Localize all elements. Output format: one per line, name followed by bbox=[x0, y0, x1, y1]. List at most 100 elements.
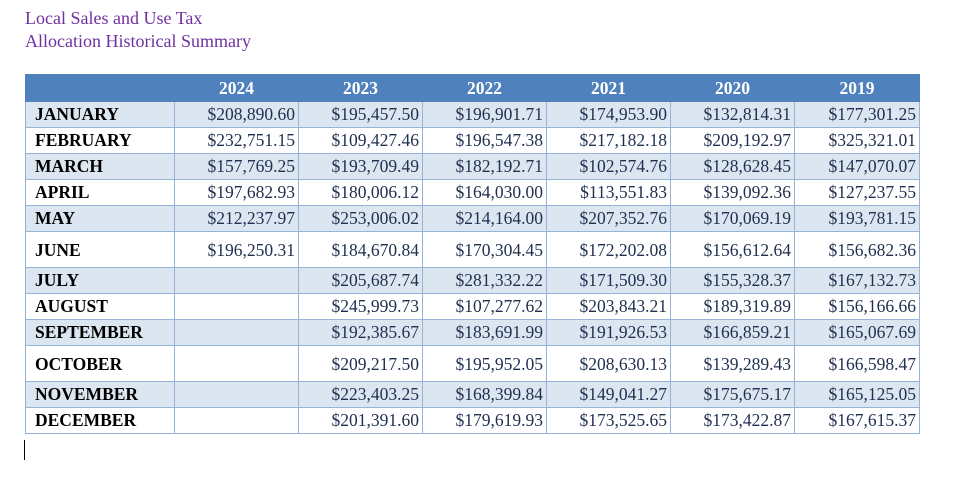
month-label: JULY bbox=[25, 267, 175, 294]
amount-cell: $170,304.45 bbox=[422, 231, 547, 268]
table-row: OCTOBER $209,217.50 $195,952.05 $208,630.13… bbox=[25, 345, 920, 382]
amount-cell: $174,953.90 bbox=[546, 101, 671, 128]
table-row: JULY $205,687.74 $281,332.22 $171,509.30 $15… bbox=[25, 267, 920, 294]
amount-cell bbox=[174, 267, 299, 294]
amount-cell: $193,781.15 bbox=[794, 205, 920, 232]
header-cell-year: 2019 bbox=[794, 74, 920, 102]
amount-cell: $170,069.19 bbox=[670, 205, 795, 232]
month-label: JANUARY bbox=[25, 101, 175, 128]
amount-cell: $197,682.93 bbox=[174, 179, 299, 206]
amount-cell: $102,574.76 bbox=[546, 153, 671, 180]
amount-cell: $128,628.45 bbox=[670, 153, 795, 180]
amount-cell: $127,237.55 bbox=[794, 179, 920, 206]
table-row: MAY $212,237.97 $253,006.02 $214,164.00 $207… bbox=[25, 205, 920, 232]
amount-cell: $212,237.97 bbox=[174, 205, 299, 232]
amount-cell: $209,217.50 bbox=[298, 345, 423, 382]
table-row: AUGUST $245,999.73 $107,277.62 $203,843.21 $… bbox=[25, 293, 920, 320]
header-row: 2024 2023 2022 2021 2020 2019 bbox=[25, 74, 920, 102]
amount-cell: $179,619.93 bbox=[422, 407, 547, 434]
tax-allocation-table: 2024 2023 2022 2021 2020 2019 JANUARY $20… bbox=[25, 74, 920, 434]
header-cell-year: 2024 bbox=[174, 74, 299, 102]
table-row: NOVEMBER $223,403.25 $168,399.84 $149,041.2… bbox=[25, 381, 920, 408]
amount-cell: $183,691.99 bbox=[422, 319, 547, 346]
amount-cell: $156,682.36 bbox=[794, 231, 920, 268]
amount-cell: $253,006.02 bbox=[298, 205, 423, 232]
amount-cell: $209,192.97 bbox=[670, 127, 795, 154]
amount-cell: $107,277.62 bbox=[422, 293, 547, 320]
amount-cell: $189,319.89 bbox=[670, 293, 795, 320]
amount-cell: $182,192.71 bbox=[422, 153, 547, 180]
amount-cell: $214,164.00 bbox=[422, 205, 547, 232]
amount-cell: $201,391.60 bbox=[298, 407, 423, 434]
amount-cell: $173,422.87 bbox=[670, 407, 795, 434]
amount-cell: $217,182.18 bbox=[546, 127, 671, 154]
amount-cell bbox=[174, 319, 299, 346]
amount-cell: $205,687.74 bbox=[298, 267, 423, 294]
amount-cell bbox=[174, 381, 299, 408]
amount-cell: $155,328.37 bbox=[670, 267, 795, 294]
amount-cell: $147,070.07 bbox=[794, 153, 920, 180]
header-cell-year: 2023 bbox=[298, 74, 423, 102]
amount-cell: $193,709.49 bbox=[298, 153, 423, 180]
amount-cell: $245,999.73 bbox=[298, 293, 423, 320]
amount-cell: $177,301.25 bbox=[794, 101, 920, 128]
amount-cell: $195,457.50 bbox=[298, 101, 423, 128]
amount-cell: $132,814.31 bbox=[670, 101, 795, 128]
amount-cell: $195,952.05 bbox=[422, 345, 547, 382]
amount-cell: $171,509.30 bbox=[546, 267, 671, 294]
amount-cell: $207,352.76 bbox=[546, 205, 671, 232]
header-cell-year: 2021 bbox=[546, 74, 671, 102]
title-line-2: Allocation Historical Summary bbox=[25, 31, 251, 51]
table-body: JANUARY $208,890.60 $195,457.50 $196,901.71… bbox=[25, 101, 920, 434]
amount-cell: $157,769.25 bbox=[174, 153, 299, 180]
amount-cell: $192,385.67 bbox=[298, 319, 423, 346]
month-label: AUGUST bbox=[25, 293, 175, 320]
amount-cell: $164,030.00 bbox=[422, 179, 547, 206]
month-label: FEBRUARY bbox=[25, 127, 175, 154]
amount-cell: $172,202.08 bbox=[546, 231, 671, 268]
amount-cell: $149,041.27 bbox=[546, 381, 671, 408]
amount-cell: $191,926.53 bbox=[546, 319, 671, 346]
amount-cell: $167,615.37 bbox=[794, 407, 920, 434]
amount-cell bbox=[174, 345, 299, 382]
amount-cell: $165,125.05 bbox=[794, 381, 920, 408]
amount-cell: $167,132.73 bbox=[794, 267, 920, 294]
amount-cell: $325,321.01 bbox=[794, 127, 920, 154]
amount-cell: $223,403.25 bbox=[298, 381, 423, 408]
document-title: Local Sales and Use Tax Allocation Histo… bbox=[25, 7, 251, 53]
amount-cell: $208,630.13 bbox=[546, 345, 671, 382]
amount-cell: $156,612.64 bbox=[670, 231, 795, 268]
amount-cell: $165,067.69 bbox=[794, 319, 920, 346]
amount-cell: $139,092.36 bbox=[670, 179, 795, 206]
amount-cell: $156,166.66 bbox=[794, 293, 920, 320]
table-row: DECEMBER $201,391.60 $179,619.93 $173,525.6… bbox=[25, 407, 920, 434]
month-label: JUNE bbox=[25, 231, 175, 268]
amount-cell: $208,890.60 bbox=[174, 101, 299, 128]
amount-cell: $139,289.43 bbox=[670, 345, 795, 382]
month-label: DECEMBER bbox=[25, 407, 175, 434]
table-row: JANUARY $208,890.60 $195,457.50 $196,901.71… bbox=[25, 101, 920, 128]
header-cell-month bbox=[25, 74, 175, 102]
header-cell-year: 2020 bbox=[670, 74, 795, 102]
text-cursor bbox=[24, 440, 25, 460]
amount-cell: $232,751.15 bbox=[174, 127, 299, 154]
amount-cell: $196,250.31 bbox=[174, 231, 299, 268]
amount-cell: $166,598.47 bbox=[794, 345, 920, 382]
month-label: OCTOBER bbox=[25, 345, 175, 382]
amount-cell: $196,901.71 bbox=[422, 101, 547, 128]
month-label: MARCH bbox=[25, 153, 175, 180]
month-label: NOVEMBER bbox=[25, 381, 175, 408]
table-row: JUNE $196,250.31 $184,670.84 $170,304.45 $17… bbox=[25, 231, 920, 268]
amount-cell: $184,670.84 bbox=[298, 231, 423, 268]
table-row: MARCH $157,769.25 $193,709.49 $182,192.71 $1… bbox=[25, 153, 920, 180]
table-row: FEBRUARY $232,751.15 $109,427.46 $196,547.3… bbox=[25, 127, 920, 154]
month-label: SEPTEMBER bbox=[25, 319, 175, 346]
title-line-1: Local Sales and Use Tax bbox=[25, 8, 203, 28]
amount-cell: $180,006.12 bbox=[298, 179, 423, 206]
amount-cell: $166,859.21 bbox=[670, 319, 795, 346]
amount-cell bbox=[174, 407, 299, 434]
amount-cell bbox=[174, 293, 299, 320]
table-row: APRIL $197,682.93 $180,006.12 $164,030.00 $1… bbox=[25, 179, 920, 206]
amount-cell: $109,427.46 bbox=[298, 127, 423, 154]
amount-cell: $168,399.84 bbox=[422, 381, 547, 408]
